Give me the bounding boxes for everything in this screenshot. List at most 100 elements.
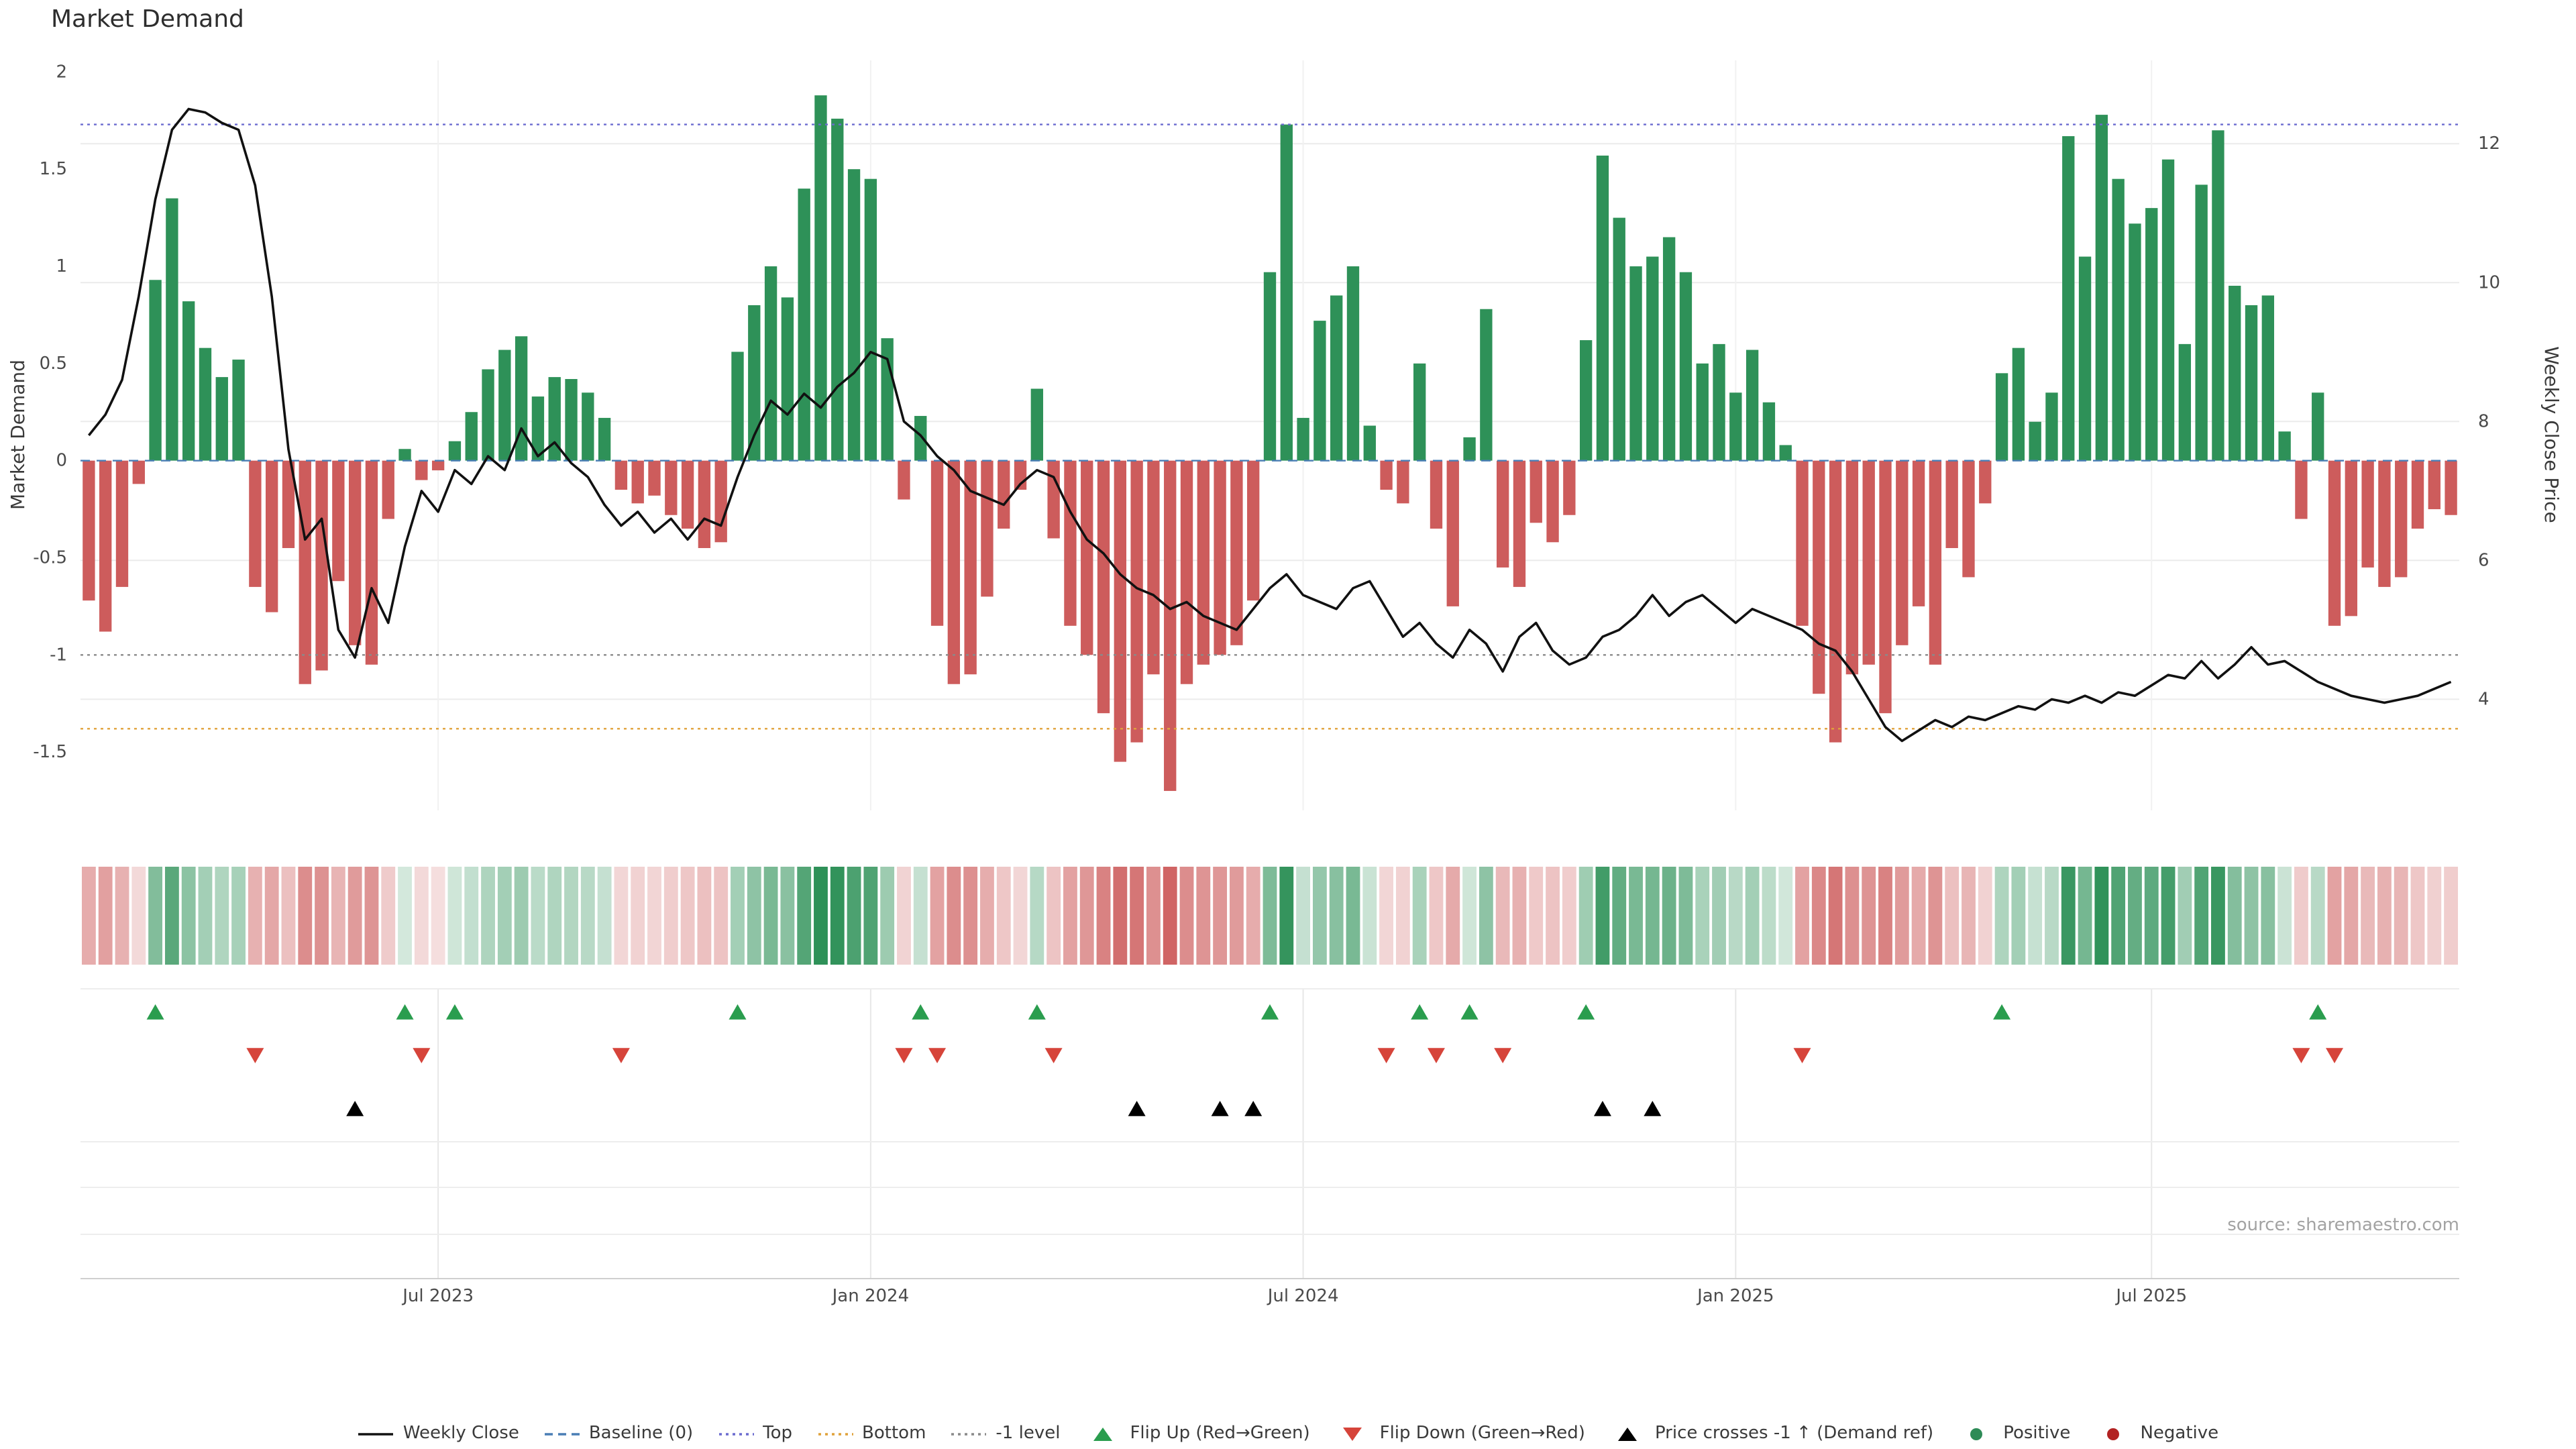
flip-up-marker bbox=[1028, 1004, 1046, 1020]
heatmap-cell bbox=[198, 867, 213, 965]
demand-bar bbox=[2012, 347, 2025, 461]
demand-bar bbox=[1346, 266, 1360, 461]
demand-bar bbox=[548, 377, 561, 461]
x-tick-label: Jan 2025 bbox=[1696, 1286, 1774, 1306]
heatmap-cell bbox=[714, 867, 729, 965]
heatmap-cell bbox=[148, 867, 163, 965]
demand-bar bbox=[582, 392, 594, 461]
heatmap-cell bbox=[1878, 867, 1892, 965]
weekly-close-line bbox=[87, 107, 2452, 743]
x-tick-label: Jul 2023 bbox=[401, 1286, 474, 1306]
flip-up-marker bbox=[396, 1004, 414, 1020]
heatmap-cell bbox=[897, 867, 911, 965]
heatmap-cell bbox=[1745, 867, 1760, 965]
source-credit: source: sharemaestro.com bbox=[2227, 1216, 2459, 1236]
heatmap-cell bbox=[2244, 867, 2259, 965]
heatmap-cell bbox=[1379, 867, 1393, 965]
demand-bar bbox=[448, 441, 462, 461]
heatmap-cell bbox=[2377, 867, 2392, 965]
heatmap-cell bbox=[1412, 867, 1427, 965]
heatmap-cell bbox=[1362, 867, 1377, 965]
heatmap-strip bbox=[81, 867, 2459, 965]
weekly-close-path bbox=[87, 107, 2452, 743]
heatmap-cell bbox=[564, 867, 578, 965]
flip-up-marker bbox=[445, 1004, 464, 1020]
heatmap-cell bbox=[1163, 867, 1177, 965]
heatmap-cell bbox=[248, 867, 262, 965]
demand-bar bbox=[2378, 460, 2391, 587]
heatmap-cell bbox=[1728, 867, 1743, 965]
heatmap-cell bbox=[680, 867, 695, 965]
left-tick-label: 1 bbox=[56, 256, 67, 276]
heatmap-cell bbox=[763, 867, 778, 965]
legend-dot-icon bbox=[1970, 1428, 1983, 1440]
demand-bar bbox=[1929, 460, 1942, 665]
price-cross-marker bbox=[1593, 1101, 1611, 1116]
heatmap-cell bbox=[1146, 867, 1161, 965]
heatmap-cell bbox=[1928, 867, 1943, 965]
demand-bar bbox=[1081, 460, 1093, 655]
heatmap-cell bbox=[1529, 867, 1544, 965]
heatmap-cell bbox=[2194, 867, 2209, 965]
demand-bar bbox=[1629, 266, 1642, 461]
demand-bar bbox=[2212, 130, 2224, 461]
flip-up-marker bbox=[1460, 1004, 1479, 1020]
left-tick-label: 2 bbox=[56, 62, 67, 82]
heatmap-cell bbox=[2310, 867, 2325, 965]
flip-down-marker bbox=[246, 1048, 264, 1063]
demand-bar bbox=[1879, 460, 1892, 714]
heatmap-cell bbox=[797, 867, 812, 965]
heatmap-cell bbox=[447, 867, 462, 965]
demand-bar bbox=[2395, 460, 2408, 578]
heatmap-cell bbox=[398, 867, 412, 965]
left-axis-ticks: 2 1.5 1 0.5 0 -0.5 -1 -1.5 bbox=[33, 62, 67, 762]
demand-bar bbox=[382, 460, 394, 519]
demand-bar bbox=[1696, 363, 1709, 461]
demand-bar bbox=[1047, 460, 1060, 539]
heatmap-cell bbox=[2344, 867, 2359, 965]
demand-bar bbox=[731, 352, 744, 461]
price-cross-marker bbox=[1211, 1101, 1229, 1116]
heatmap-cell bbox=[497, 867, 512, 965]
flip-down-marker bbox=[413, 1048, 431, 1063]
legend-line-icon bbox=[951, 1432, 987, 1435]
heatmap-cell bbox=[98, 867, 113, 965]
demand-bar bbox=[482, 369, 494, 461]
heatmap-cell bbox=[1495, 867, 1510, 965]
legend-label: Flip Up (Red→Green) bbox=[1130, 1424, 1310, 1444]
demand-bar bbox=[681, 460, 694, 529]
demand-bar bbox=[2229, 285, 2241, 461]
legend-item: -1 level bbox=[950, 1424, 1060, 1444]
flip-up-marker bbox=[1411, 1004, 1429, 1020]
heatmap-cell bbox=[1845, 867, 1860, 965]
flip-down-marker bbox=[612, 1048, 630, 1063]
demand-bar bbox=[1779, 445, 1792, 461]
flip-up-marker bbox=[729, 1004, 747, 1020]
flip-up-marker bbox=[2309, 1004, 2327, 1020]
heatmap-cell bbox=[1063, 867, 1077, 965]
heatmap-cell bbox=[2277, 867, 2292, 965]
demand-bar bbox=[431, 460, 445, 471]
demand-bar bbox=[166, 198, 178, 461]
demand-bar bbox=[2161, 159, 2175, 461]
right-tick-label: 10 bbox=[2478, 272, 2500, 292]
demand-bar bbox=[847, 169, 861, 461]
heatmap-cell bbox=[1329, 867, 1344, 965]
heatmap-cell bbox=[315, 867, 329, 965]
heatmap-cell bbox=[647, 867, 661, 965]
heatmap-cell bbox=[2161, 867, 2176, 965]
demand-bar bbox=[83, 460, 95, 601]
demand-bar bbox=[914, 416, 927, 461]
demand-bar bbox=[1762, 402, 1776, 461]
page-title: Market Demand bbox=[51, 5, 244, 34]
demand-bar bbox=[2029, 421, 2041, 461]
demand-bar bbox=[2178, 343, 2192, 461]
demand-bar bbox=[814, 95, 827, 461]
flip-up-marker bbox=[1577, 1004, 1595, 1020]
heatmap-cell bbox=[947, 867, 961, 965]
demand-bar bbox=[1829, 460, 1842, 743]
legend-triangle-up-icon bbox=[1618, 1427, 1638, 1440]
demand-bar bbox=[299, 460, 311, 684]
demand-bar bbox=[1513, 460, 1526, 587]
